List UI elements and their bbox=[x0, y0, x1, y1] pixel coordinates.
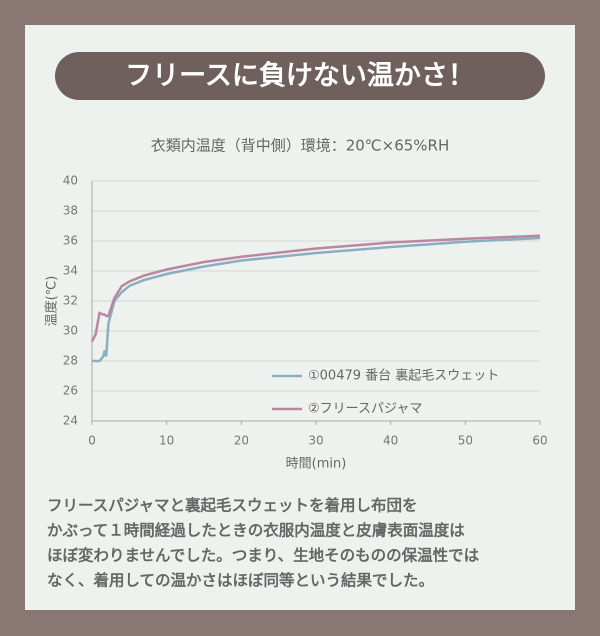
caption-line: フリースパジャマと裏起毛スウェットを着用し布団を bbox=[47, 496, 417, 515]
y-tick-label: 28 bbox=[63, 354, 78, 368]
chart-title: 衣類内温度（背中側）環境：20℃×65%RH bbox=[151, 137, 450, 155]
y-tick-label: 30 bbox=[63, 324, 78, 338]
x-tick-label: 0 bbox=[88, 434, 96, 448]
y-tick-label: 32 bbox=[63, 294, 78, 308]
x-tick-label: 30 bbox=[308, 434, 323, 448]
y-tick-label: 36 bbox=[63, 234, 78, 248]
y-tick-label: 24 bbox=[63, 414, 78, 428]
x-tick-label: 60 bbox=[532, 434, 547, 448]
panel bbox=[25, 25, 575, 610]
x-tick-label: 20 bbox=[234, 434, 249, 448]
x-axis-label: 時間(min) bbox=[286, 457, 347, 472]
y-tick-label: 26 bbox=[63, 384, 78, 398]
x-tick-label: 10 bbox=[159, 434, 174, 448]
y-tick-label: 34 bbox=[63, 264, 78, 278]
y-axis-label: 温度(℃) bbox=[44, 276, 60, 327]
series-line bbox=[90, 234, 541, 343]
caption-line: ほぼ変わりませんでした。つまり、生地そのものの保温性では bbox=[47, 546, 480, 565]
banner-pill bbox=[55, 52, 545, 100]
y-tick-label: 38 bbox=[63, 204, 78, 218]
legend-label: ①00479 番台 裏起毛スウェット bbox=[308, 369, 499, 384]
caption-line: かぶって１時間経過したときの衣服内温度と皮膚表面温度は bbox=[47, 521, 465, 540]
x-tick-label: 50 bbox=[458, 434, 473, 448]
legend-label: ②フリースパジャマ bbox=[308, 402, 422, 417]
y-tick-label: 40 bbox=[63, 174, 78, 188]
series-line bbox=[92, 236, 541, 363]
caption-line: なく、着用しての温かさはほぼ同等という結果でした。 bbox=[47, 571, 434, 590]
x-tick-label: 40 bbox=[383, 434, 398, 448]
banner: フリースに負けない温かさ！ bbox=[125, 61, 475, 92]
